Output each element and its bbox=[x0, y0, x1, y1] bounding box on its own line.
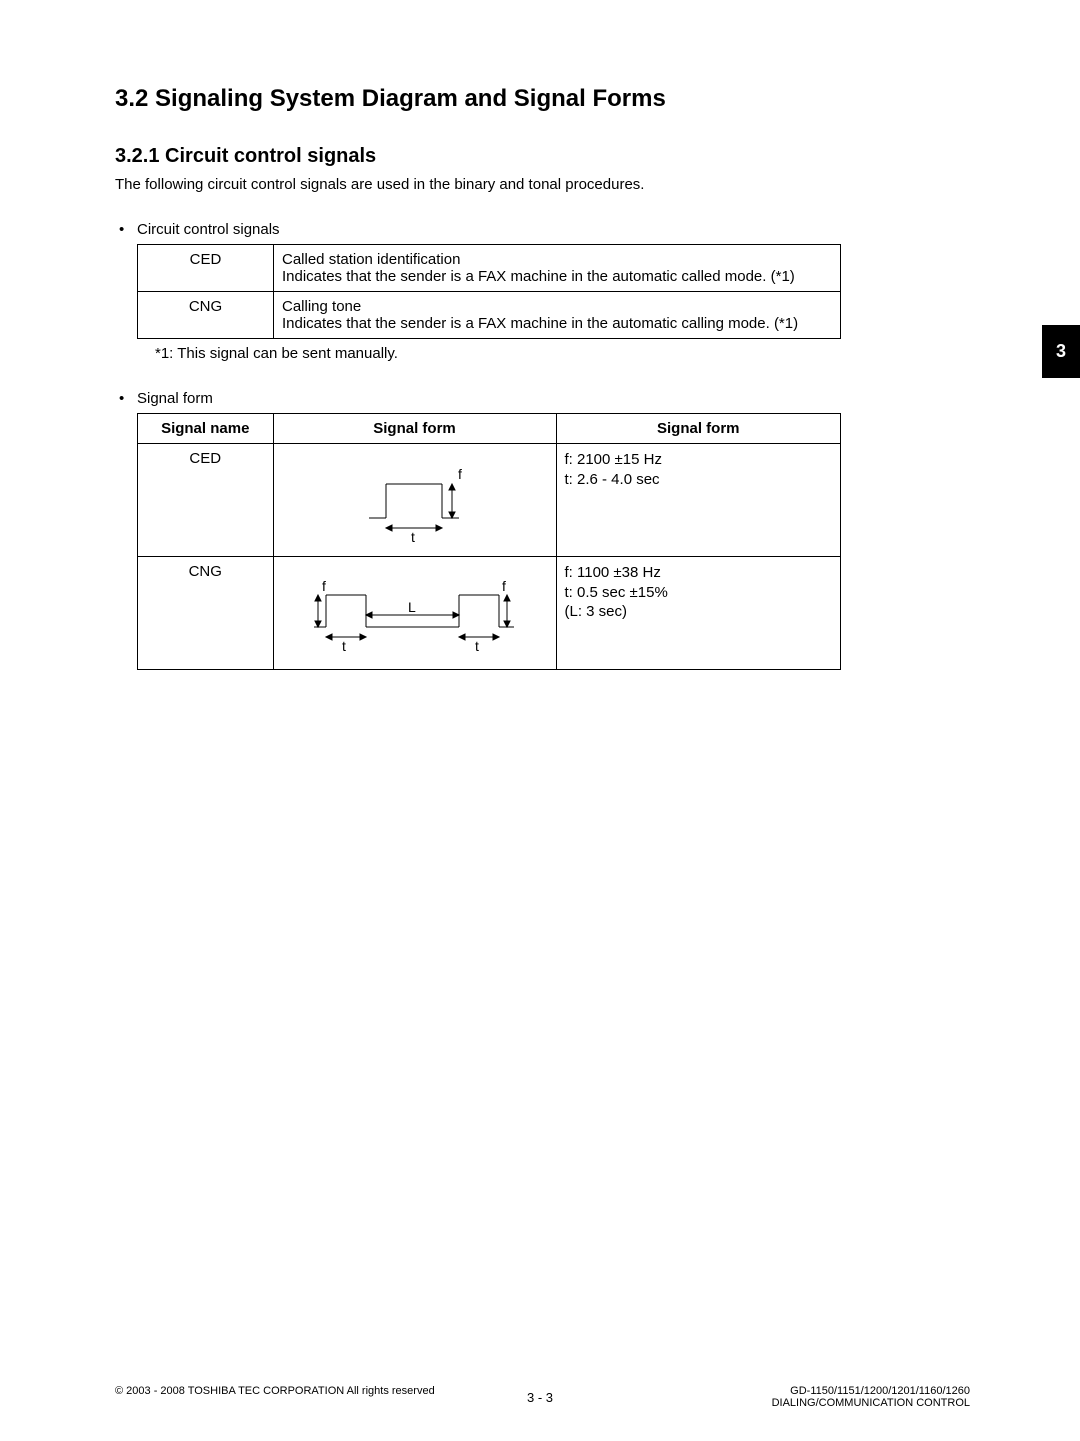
desc-line: Calling tone bbox=[282, 298, 361, 315]
signal-desc-cell: Called station identification Indicates … bbox=[274, 245, 841, 292]
page-number: 3 - 3 bbox=[0, 1390, 1080, 1405]
col-header: Signal form bbox=[273, 414, 556, 444]
desc-line: Indicates that the sender is a FAX machi… bbox=[282, 268, 795, 285]
f-label: f bbox=[502, 578, 506, 594]
table-row: CED bbox=[138, 444, 841, 557]
t-label: t bbox=[342, 638, 346, 654]
table-row: CNG Calling tone Indicates that the send… bbox=[138, 292, 841, 339]
signal-params-cell: f: 1100 ±38 Hz t: 0.5 sec ±15% (L: 3 sec… bbox=[556, 557, 841, 670]
param-line: f: 1100 ±38 Hz bbox=[565, 564, 661, 581]
intro-text: The following circuit control signals ar… bbox=[115, 176, 970, 193]
t-label: t bbox=[411, 529, 415, 545]
subsection-heading: 3.2.1 Circuit control signals bbox=[115, 145, 970, 168]
signal-diagram-cell: f f t t L bbox=[273, 557, 556, 670]
col-header: Signal name bbox=[138, 414, 274, 444]
table-row: CNG bbox=[138, 557, 841, 670]
signal-name-cell: CNG bbox=[138, 557, 274, 670]
param-line: t: 2.6 - 4.0 sec bbox=[565, 471, 660, 488]
table-header-row: Signal name Signal form Signal form bbox=[138, 414, 841, 444]
signal-name-cell: CNG bbox=[138, 292, 274, 339]
l-label: L bbox=[408, 599, 416, 615]
circuit-control-table: CED Called station identification Indica… bbox=[137, 244, 841, 339]
section-heading: 3.2 Signaling System Diagram and Signal … bbox=[115, 85, 970, 113]
desc-line: Indicates that the sender is a FAX machi… bbox=[282, 315, 798, 332]
param-line: f: 2100 ±15 Hz bbox=[565, 451, 662, 468]
ced-waveform-icon: f t bbox=[274, 444, 556, 556]
signal-name-cell: CED bbox=[138, 245, 274, 292]
cng-waveform-icon: f f t t L bbox=[274, 557, 556, 669]
f-label: f bbox=[458, 466, 462, 482]
signal-diagram-cell: f t bbox=[273, 444, 556, 557]
table-row: CED Called station identification Indica… bbox=[138, 245, 841, 292]
signal-name-cell: CED bbox=[138, 444, 274, 557]
bullet-circuit-control: Circuit control signals bbox=[115, 221, 970, 238]
t-label: t bbox=[475, 638, 479, 654]
signal-desc-cell: Calling tone Indicates that the sender i… bbox=[274, 292, 841, 339]
desc-line: Called station identification bbox=[282, 251, 460, 268]
col-header: Signal form bbox=[556, 414, 841, 444]
footnote: *1: This signal can be sent manually. bbox=[155, 345, 970, 362]
signal-form-table: Signal name Signal form Signal form CED bbox=[137, 413, 841, 670]
bullet-signal-form: Signal form bbox=[115, 390, 970, 407]
param-line: t: 0.5 sec ±15% bbox=[565, 584, 668, 601]
f-label: f bbox=[322, 578, 326, 594]
chapter-tab: 3 bbox=[1042, 325, 1080, 378]
param-line: (L: 3 sec) bbox=[565, 603, 628, 620]
signal-params-cell: f: 2100 ±15 Hz t: 2.6 - 4.0 sec bbox=[556, 444, 841, 557]
